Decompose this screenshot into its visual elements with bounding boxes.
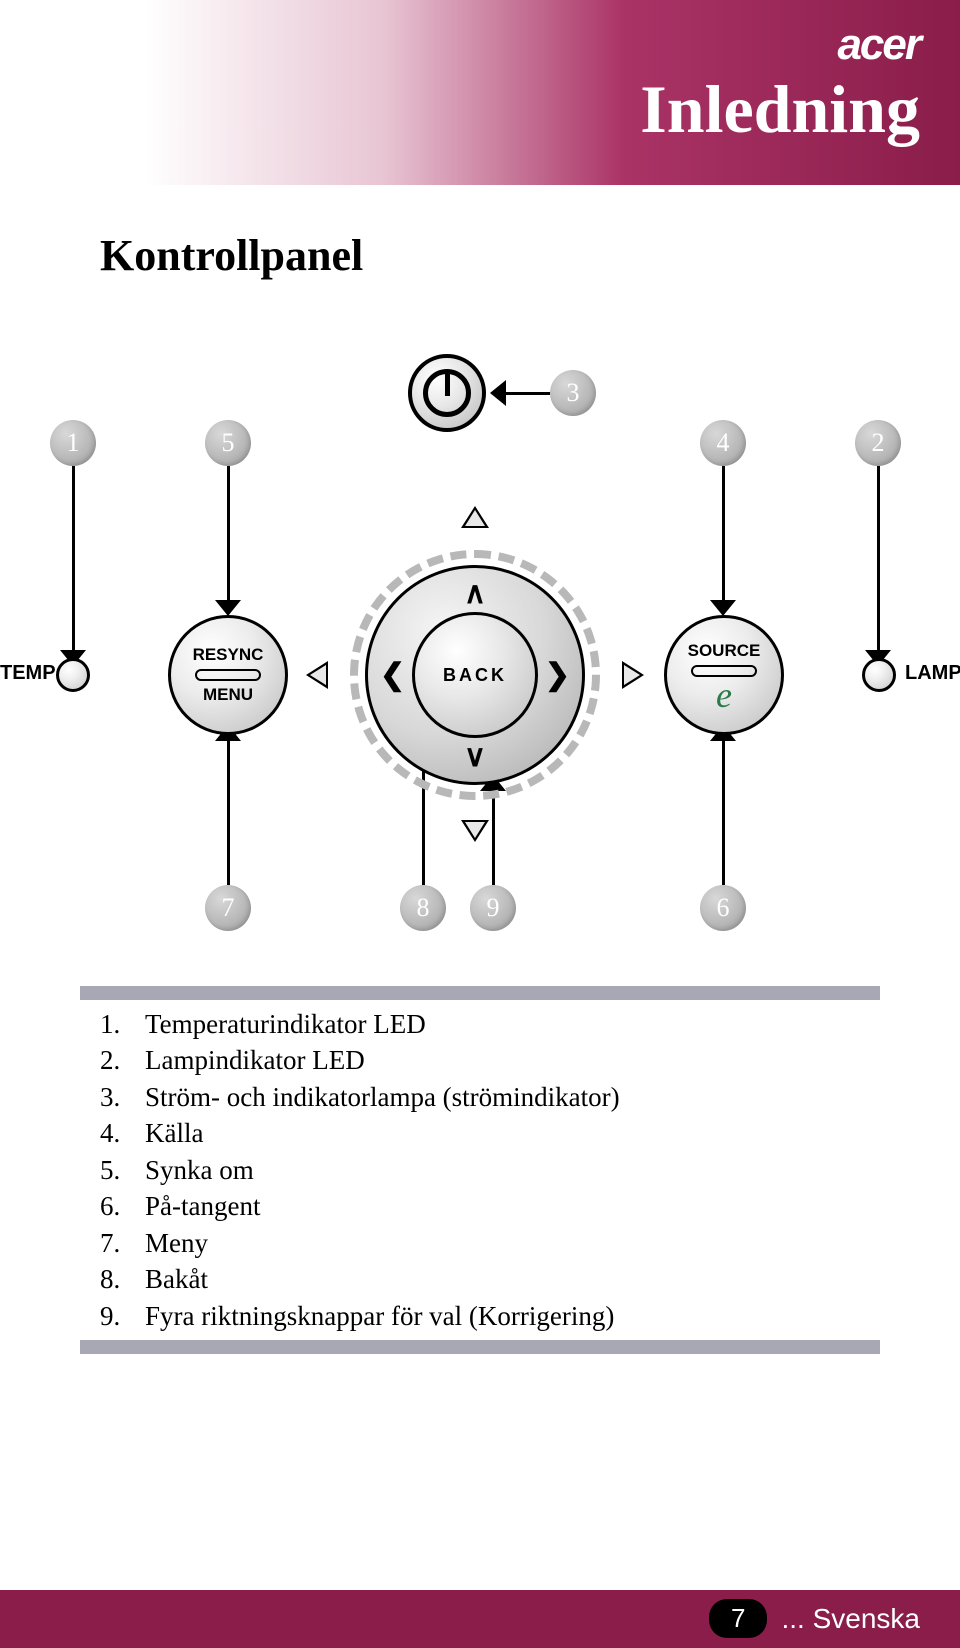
callout-9: 9: [470, 885, 516, 931]
list-item: 2.Lampindikator LED: [80, 1042, 880, 1078]
list-item: 8.Bakåt: [80, 1261, 880, 1297]
list-num: 2.: [80, 1042, 145, 1078]
menu-label: MENU: [203, 685, 253, 705]
brand-logo: acer: [837, 20, 920, 70]
list-num: 8.: [80, 1261, 145, 1297]
list-num: 4.: [80, 1115, 145, 1151]
arrow-line-1: [72, 466, 75, 656]
keystone-right-icon: [622, 661, 644, 689]
dpad-right-icon[interactable]: ❯: [545, 658, 570, 693]
arrow-head-5: [215, 600, 241, 616]
list-item: 5.Synka om: [80, 1152, 880, 1188]
footer-inner: 7 ... Svenska: [709, 1599, 920, 1638]
list-num: 5.: [80, 1152, 145, 1188]
callout-8: 8: [400, 885, 446, 931]
callout-7: 7: [205, 885, 251, 931]
list-item: 7.Meny: [80, 1225, 880, 1261]
temp-label: TEMP: [0, 662, 56, 685]
list-num: 3.: [80, 1079, 145, 1115]
dpad-left-icon[interactable]: ❮: [380, 658, 405, 693]
resync-pill-icon: [195, 669, 261, 681]
arrow-line-2: [877, 466, 880, 656]
callout-4: 4: [700, 420, 746, 466]
temp-led: [56, 658, 90, 692]
list-item: 1.Temperaturindikator LED: [80, 1006, 880, 1042]
e-empowering-icon: e: [716, 681, 732, 710]
list-text: Lampindikator LED: [145, 1042, 365, 1078]
keystone-up-icon: [461, 506, 489, 528]
list-num: 7.: [80, 1225, 145, 1261]
keystone-down-icon: [461, 820, 489, 842]
arrow-head-3: [490, 380, 506, 406]
footer-language: ... Svenska: [781, 1603, 920, 1635]
callout-1: 1: [50, 420, 96, 466]
list-num: 9.: [80, 1298, 145, 1334]
list-item: 6.På-tangent: [80, 1188, 880, 1224]
lamp-led: [862, 658, 896, 692]
callout-6: 6: [700, 885, 746, 931]
power-button[interactable]: [408, 354, 486, 432]
arrow-line-3: [500, 392, 550, 395]
arrow-head-4: [710, 600, 736, 616]
resync-label: RESYNC: [193, 645, 264, 665]
source-e-button[interactable]: SOURCE e: [664, 615, 784, 735]
arrow-line-6: [722, 735, 725, 885]
callout-5: 5: [205, 420, 251, 466]
legend-block: 1.Temperaturindikator LED 2.Lampindikato…: [80, 980, 880, 1360]
source-label: SOURCE: [688, 641, 761, 661]
header-band: acer Inledning: [0, 0, 960, 185]
dpad-dashed-ring: BACK ∧ ∨ ❮ ❯: [350, 550, 600, 800]
section-title: Kontrollpanel: [100, 230, 363, 281]
list-text: Källa: [145, 1115, 203, 1151]
page-title: Inledning: [640, 70, 920, 149]
list-item: 4.Källa: [80, 1115, 880, 1151]
dpad-up-icon[interactable]: ∧: [464, 576, 486, 611]
list-text: Ström- och indikatorlampa (strömindikato…: [145, 1079, 620, 1115]
list-item: 9.Fyra riktningsknappar för val (Korrige…: [80, 1298, 880, 1334]
dpad-ring[interactable]: BACK ∧ ∨ ❮ ❯: [365, 565, 585, 785]
callout-2: 2: [855, 420, 901, 466]
list-text: Temperaturindikator LED: [145, 1006, 426, 1042]
divider-bar-bottom: [80, 1340, 880, 1354]
list-text: Synka om: [145, 1152, 254, 1188]
list-text: Bakåt: [145, 1261, 208, 1297]
list-num: 6.: [80, 1188, 145, 1224]
list-item: 3.Ström- och indikatorlampa (strömindika…: [80, 1079, 880, 1115]
divider-bar-top: [80, 986, 880, 1000]
arrow-line-4: [722, 466, 725, 606]
footer-band: 7 ... Svenska: [0, 1590, 960, 1648]
callout-3: 3: [550, 370, 596, 416]
back-button[interactable]: BACK: [412, 612, 538, 738]
list-num: 1.: [80, 1006, 145, 1042]
keystone-left-icon: [306, 661, 328, 689]
list-text: På-tangent: [145, 1188, 260, 1224]
dpad-down-icon[interactable]: ∨: [464, 739, 486, 774]
lamp-label: LAMP: [905, 662, 960, 685]
list-text: Meny: [145, 1225, 208, 1261]
page-number: 7: [709, 1599, 767, 1638]
legend-list: 1.Temperaturindikator LED 2.Lampindikato…: [80, 1006, 880, 1334]
arrow-line-9: [492, 785, 495, 885]
list-text: Fyra riktningsknappar för val (Korrigeri…: [145, 1298, 614, 1334]
resync-menu-button[interactable]: RESYNC MENU: [168, 615, 288, 735]
arrow-line-7: [227, 735, 230, 885]
control-panel-diagram: 1 5 3 4 2 7 8 9 6 TEMP LAMP RESYNC MENU …: [0, 340, 960, 940]
arrow-line-5: [227, 466, 230, 606]
